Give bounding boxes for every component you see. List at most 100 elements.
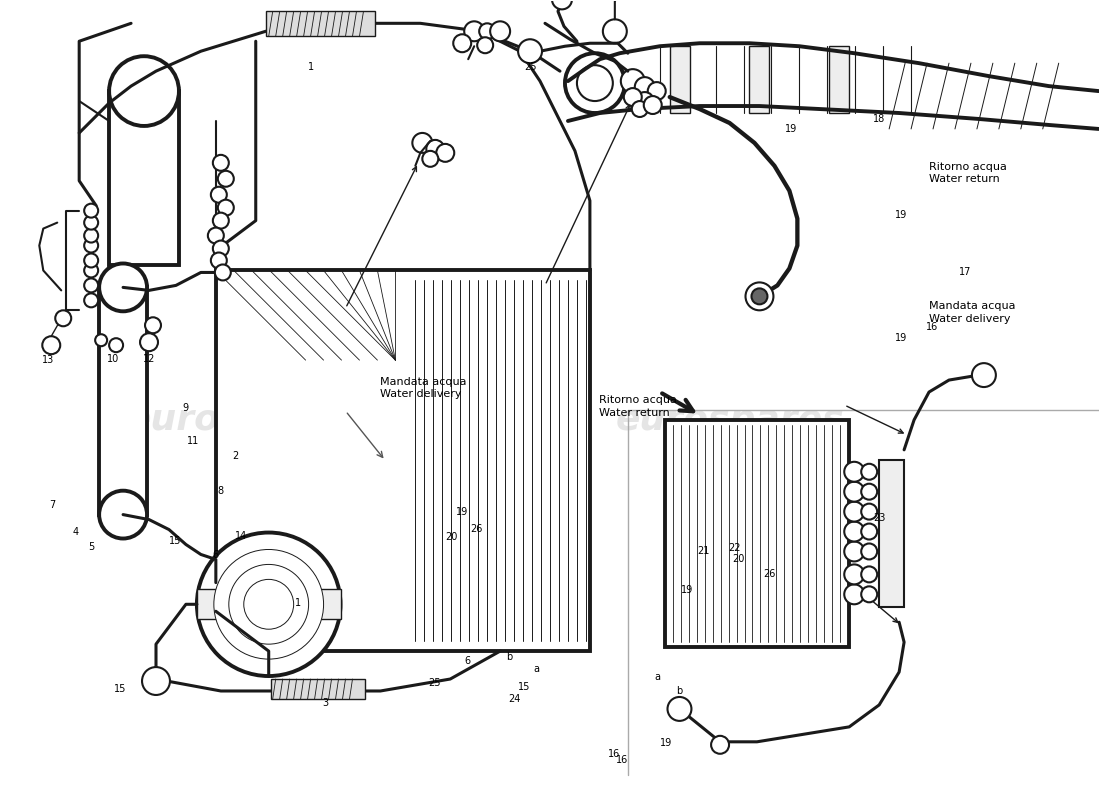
Text: 19: 19 [785,124,798,134]
Circle shape [620,69,645,93]
Bar [749,46,769,113]
Text: eurospares: eurospares [126,403,355,437]
Text: 7: 7 [48,500,55,510]
Text: 16: 16 [926,322,938,332]
Circle shape [85,216,98,230]
Bar [271,679,365,699]
Bar [664,420,849,647]
Circle shape [99,263,147,311]
Circle shape [576,65,613,101]
Circle shape [480,23,495,39]
Text: 13: 13 [43,355,55,365]
Bar [829,46,849,113]
Text: 25: 25 [524,62,537,72]
Text: 8: 8 [218,486,224,496]
Circle shape [197,533,341,676]
Text: b: b [676,686,683,696]
Circle shape [861,566,877,582]
Bar [266,11,375,36]
Circle shape [422,151,438,167]
Circle shape [142,667,170,695]
Circle shape [861,464,877,480]
Text: 3: 3 [322,698,328,708]
Circle shape [85,263,98,278]
Circle shape [211,186,227,202]
Text: 6: 6 [464,657,471,666]
Text: 9: 9 [183,403,189,413]
Text: 21: 21 [697,546,710,557]
Circle shape [861,523,877,539]
Text: 20: 20 [446,532,458,542]
Text: 19: 19 [895,210,908,220]
Circle shape [845,542,865,562]
Circle shape [99,490,147,538]
Text: 2: 2 [232,451,239,461]
Circle shape [412,133,432,153]
Circle shape [845,462,865,482]
Circle shape [214,265,231,281]
Circle shape [861,484,877,500]
Text: 24: 24 [508,694,521,704]
Circle shape [845,522,865,542]
Circle shape [624,88,641,106]
Text: 1: 1 [295,598,300,608]
Circle shape [85,254,98,267]
Circle shape [746,282,773,310]
Circle shape [213,155,229,170]
Circle shape [861,543,877,559]
Circle shape [145,318,161,334]
Circle shape [518,39,542,63]
Circle shape [631,101,648,117]
Circle shape [603,19,627,43]
Circle shape [711,736,729,754]
Circle shape [85,229,98,242]
Text: Ritorno acqua
Water return: Ritorno acqua Water return [928,162,1006,184]
Text: 19: 19 [681,585,693,594]
Text: 19: 19 [660,738,672,748]
Text: 15: 15 [517,682,530,692]
Circle shape [491,22,510,42]
Text: 11: 11 [187,437,199,446]
Circle shape [55,310,72,326]
Text: Ritorno acqua
Water return: Ritorno acqua Water return [600,395,678,418]
Text: 14: 14 [234,530,246,541]
Circle shape [477,38,493,54]
Text: 15: 15 [168,536,180,546]
Circle shape [565,54,625,113]
Circle shape [845,565,865,584]
Circle shape [140,334,158,351]
Circle shape [211,253,227,269]
Text: a: a [534,665,540,674]
Circle shape [644,96,662,114]
Circle shape [437,144,454,162]
Bar [670,46,690,113]
Circle shape [636,92,653,110]
Text: Mandata acqua
Water delivery: Mandata acqua Water delivery [379,377,466,399]
Circle shape [213,241,229,257]
Text: 5: 5 [88,542,95,553]
Circle shape [751,288,768,304]
Circle shape [218,170,234,186]
Bar [197,590,341,619]
Circle shape [552,0,572,10]
Text: 22: 22 [728,543,740,554]
Circle shape [96,334,107,346]
Text: 23: 23 [873,513,886,523]
Circle shape [668,697,692,721]
Text: b: b [506,652,513,662]
Text: 18: 18 [873,114,886,124]
Circle shape [427,140,444,158]
Text: 6: 6 [212,550,219,560]
Text: a: a [654,673,660,682]
Circle shape [244,579,294,630]
Text: 19: 19 [895,333,908,343]
Text: 16: 16 [607,749,619,759]
Circle shape [229,565,309,644]
Circle shape [109,56,179,126]
Bar [109,91,179,266]
Text: 12: 12 [143,354,156,363]
Circle shape [635,77,654,97]
Circle shape [845,482,865,502]
Circle shape [213,213,229,229]
Text: 15: 15 [113,683,127,694]
